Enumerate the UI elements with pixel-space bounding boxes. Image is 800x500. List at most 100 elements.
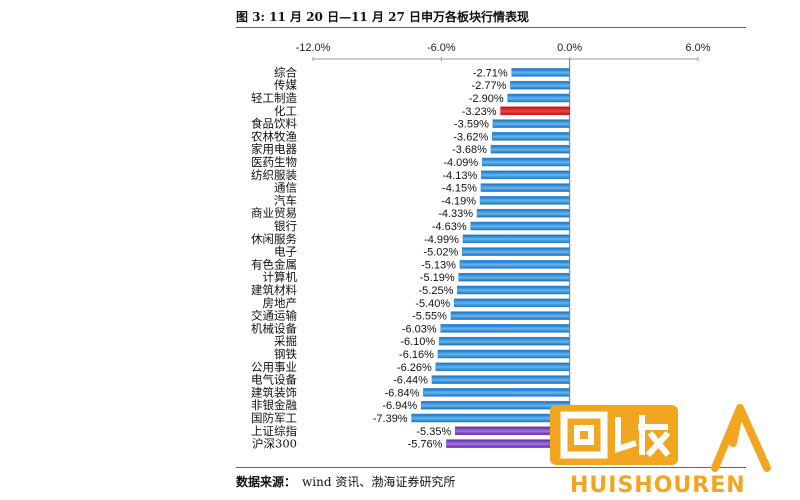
- category-label: 商业贸易: [251, 206, 297, 220]
- data-label: -5.40%: [415, 298, 450, 310]
- category-label: 银行: [274, 219, 297, 233]
- data-label: -5.19%: [420, 272, 455, 284]
- data-label: -6.03%: [402, 323, 437, 335]
- category-label: 家用电器: [251, 142, 297, 156]
- bar: [510, 80, 570, 90]
- category-label: 农林牧渔: [251, 129, 297, 143]
- category-label: 沪深300: [252, 437, 297, 451]
- watermark-badge: [550, 405, 678, 465]
- data-label: -7.39%: [373, 413, 408, 425]
- bars-group: [411, 68, 570, 448]
- category-label: 综合: [274, 65, 297, 79]
- data-label: -5.35%: [416, 426, 451, 438]
- category-label: 食品饮料: [251, 117, 297, 131]
- data-label: -5.02%: [423, 247, 458, 259]
- data-label: -4.33%: [438, 208, 473, 220]
- source-note: 数据来源： wind 资讯、渤海证券研究所: [236, 473, 455, 490]
- bar: [492, 119, 570, 128]
- data-label: -2.77%: [472, 80, 507, 92]
- watermark-people-icon: [711, 404, 771, 472]
- category-label: 休闲服务: [251, 232, 297, 246]
- data-label: -5.76%: [408, 439, 443, 451]
- bar: [511, 68, 570, 77]
- data-label: -3.23%: [462, 106, 497, 118]
- bar: [479, 196, 570, 205]
- bar: [490, 144, 570, 154]
- title-rule: [236, 27, 746, 28]
- category-label: 传媒: [274, 78, 297, 92]
- data-label: -5.25%: [419, 285, 454, 297]
- x-tick-label: -12.0%: [296, 42, 331, 54]
- data-label: -6.44%: [393, 375, 428, 387]
- chart-title: 图 3: 11 月 20 日—11 月 27 日申万各板块行情表现: [236, 10, 529, 24]
- bar: [481, 157, 570, 167]
- data-label: -6.94%: [382, 400, 417, 412]
- category-label: 有色金属: [251, 257, 297, 271]
- data-label: -4.99%: [424, 234, 459, 246]
- data-label: -2.71%: [473, 67, 508, 79]
- category-label: 建筑材料: [251, 283, 297, 297]
- category-label: 交通运输: [251, 309, 297, 323]
- bar: [435, 362, 570, 372]
- data-label: -3.68%: [452, 144, 487, 156]
- data-label: -4.63%: [432, 221, 467, 233]
- bar: [462, 247, 570, 256]
- data-label: -3.59%: [454, 119, 489, 131]
- bar: [440, 324, 570, 333]
- data-label: -6.10%: [400, 336, 435, 348]
- category-label: 建筑装饰: [251, 385, 297, 399]
- bar: [470, 221, 570, 231]
- bar: [438, 336, 570, 346]
- bar: [431, 375, 570, 384]
- bar: [476, 208, 570, 218]
- category-label: 房地产: [263, 296, 298, 310]
- watermark-text: HUISHOUREN: [570, 473, 746, 498]
- category-label: 电气设备: [251, 373, 297, 387]
- data-label: -4.09%: [443, 157, 478, 169]
- bar: [481, 170, 570, 180]
- category-label: 上证综指: [251, 424, 297, 438]
- category-label: 采掘: [274, 334, 297, 348]
- bar: [507, 93, 570, 103]
- bar: [480, 183, 570, 192]
- data-label: -6.26%: [397, 362, 432, 374]
- data-label: -5.55%: [412, 311, 447, 323]
- data-label: -4.13%: [442, 170, 477, 182]
- bar: [450, 311, 570, 320]
- bar: [437, 349, 570, 359]
- bar: [458, 272, 570, 282]
- category-label: 公用事业: [251, 360, 297, 374]
- data-label: -3.62%: [453, 131, 488, 143]
- x-tick-label: 6.0%: [685, 42, 710, 54]
- category-label: 钢铁: [274, 347, 297, 361]
- bar: [457, 285, 570, 295]
- data-label: -6.84%: [385, 387, 420, 399]
- bar: [462, 234, 570, 244]
- category-labels: 综合传媒轻工制造化工食品饮料农林牧渔家用电器医药生物纺织服装通信汽车商业贸易银行…: [251, 65, 297, 450]
- x-tick-label: -6.0%: [427, 42, 456, 54]
- source-rule: [236, 467, 746, 468]
- category-label: 计算机: [263, 270, 298, 284]
- category-label: 医药生物: [251, 155, 297, 169]
- bar: [500, 106, 570, 116]
- data-label: -4.19%: [441, 195, 476, 207]
- category-label: 机械设备: [251, 321, 297, 335]
- bar: [491, 132, 570, 141]
- category-label: 纺织服装: [251, 168, 297, 182]
- category-label: 非银金融: [251, 398, 297, 412]
- source-label: 数据来源：: [236, 475, 297, 489]
- data-labels: -2.71%-2.77%-2.90%-3.23%-3.59%-3.62%-3.6…: [373, 67, 508, 450]
- category-label: 电子: [274, 245, 297, 259]
- category-label: 化工: [274, 104, 297, 118]
- watermark-badge-glyph: [560, 411, 671, 459]
- category-label: 国防军工: [251, 411, 297, 425]
- x-tick-label: 0.0%: [557, 42, 582, 54]
- bar: [459, 260, 570, 269]
- watermark-logo: HUISHOUREN: [540, 395, 780, 500]
- data-label: -2.90%: [469, 93, 504, 105]
- bar: [453, 298, 570, 308]
- bar: [423, 388, 570, 397]
- source-text: wind 资讯、渤海证券研究所: [302, 475, 456, 489]
- data-label: -6.16%: [399, 349, 434, 361]
